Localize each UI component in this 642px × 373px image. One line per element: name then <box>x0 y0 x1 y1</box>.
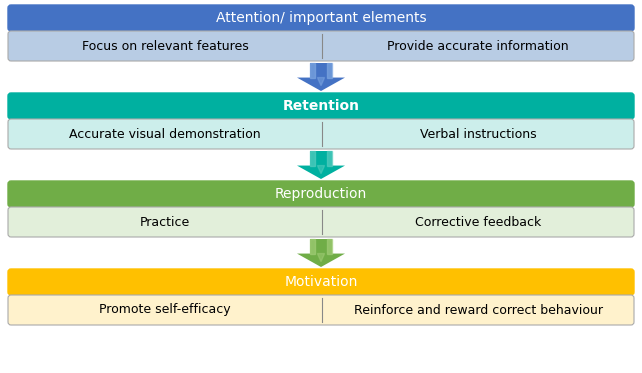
Text: Promote self-efficacy: Promote self-efficacy <box>99 304 231 317</box>
Text: Practice: Practice <box>140 216 190 229</box>
Text: Reinforce and reward correct behaviour: Reinforce and reward correct behaviour <box>354 304 602 317</box>
Text: Motivation: Motivation <box>284 275 358 289</box>
Text: Reproduction: Reproduction <box>275 187 367 201</box>
FancyBboxPatch shape <box>8 119 634 149</box>
Polygon shape <box>297 166 345 179</box>
Polygon shape <box>310 239 315 254</box>
Text: Attention/ important elements: Attention/ important elements <box>216 11 426 25</box>
FancyBboxPatch shape <box>310 151 332 166</box>
Polygon shape <box>317 166 325 173</box>
FancyBboxPatch shape <box>8 207 634 237</box>
Polygon shape <box>317 78 325 86</box>
FancyBboxPatch shape <box>310 239 332 254</box>
Text: Verbal instructions: Verbal instructions <box>420 128 536 141</box>
Polygon shape <box>310 151 315 166</box>
Polygon shape <box>310 63 315 78</box>
Text: Corrective feedback: Corrective feedback <box>415 216 541 229</box>
Polygon shape <box>327 63 332 78</box>
Text: Focus on relevant features: Focus on relevant features <box>82 40 248 53</box>
FancyBboxPatch shape <box>8 181 634 207</box>
Polygon shape <box>297 78 345 91</box>
FancyBboxPatch shape <box>8 269 634 295</box>
Polygon shape <box>327 151 332 166</box>
FancyBboxPatch shape <box>8 5 634 31</box>
Text: Provide accurate information: Provide accurate information <box>387 40 569 53</box>
FancyBboxPatch shape <box>8 93 634 119</box>
Text: Retention: Retention <box>282 99 360 113</box>
Polygon shape <box>327 239 332 254</box>
Text: Accurate visual demonstration: Accurate visual demonstration <box>69 128 261 141</box>
Polygon shape <box>317 254 325 261</box>
Polygon shape <box>297 254 345 267</box>
FancyBboxPatch shape <box>8 295 634 325</box>
FancyBboxPatch shape <box>310 63 332 78</box>
FancyBboxPatch shape <box>8 31 634 61</box>
